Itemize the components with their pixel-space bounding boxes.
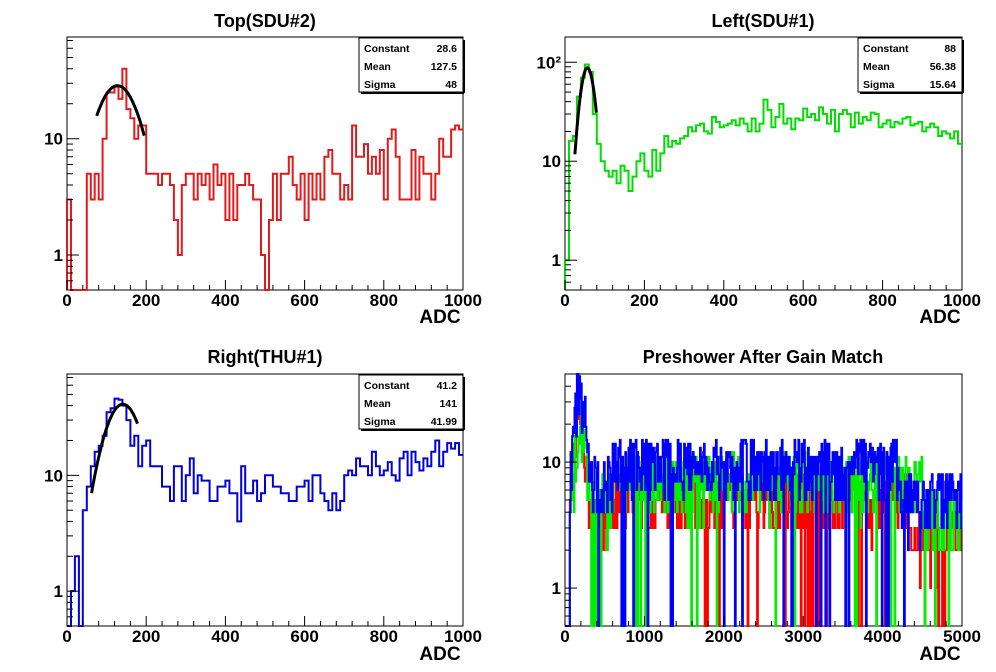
x-tick-label: 400 bbox=[710, 291, 738, 310]
x-tick-label: 1000 bbox=[625, 627, 663, 646]
histogram-series bbox=[67, 397, 463, 627]
x-tick-label: 600 bbox=[290, 627, 318, 646]
histogram-series bbox=[564, 63, 962, 290]
stat-value: 28.6 bbox=[437, 43, 458, 55]
chart-panel-3: Right(THU#1) 0 200 400 600 800 1000 1 10 ADC Const… bbox=[44, 347, 482, 665]
stats-box: Constant 88 Mean 56.38 Sigma 15.64 bbox=[857, 37, 964, 94]
x-tick-label: 2000 bbox=[705, 627, 743, 646]
x-tick-label: 0 bbox=[62, 291, 71, 310]
stat-label: Sigma bbox=[364, 79, 396, 91]
stats-box-frame bbox=[358, 37, 464, 93]
x-tick-label: 800 bbox=[370, 627, 398, 646]
x-tick-label: 600 bbox=[789, 291, 817, 310]
chart-title: Preshower After Gain Match bbox=[643, 347, 883, 367]
gaussian-fit-curve bbox=[90, 402, 139, 494]
stats-box: Constant 41.2 Mean 141 Sigma 41.99 bbox=[358, 374, 465, 431]
x-tick-label: 200 bbox=[132, 291, 160, 310]
y-tick-label: 1 bbox=[552, 579, 561, 598]
x-tick-label: 200 bbox=[630, 291, 658, 310]
x-tick-label: 400 bbox=[211, 627, 239, 646]
y-tick-label: 10 bbox=[542, 152, 561, 171]
stat-label: Constant bbox=[364, 380, 410, 392]
stat-label: Sigma bbox=[863, 79, 895, 91]
plot-frame bbox=[564, 36, 963, 291]
stats-box: Constant 28.6 Mean 127.5 Sigma 48 bbox=[358, 37, 465, 94]
x-axis-label: ADC bbox=[919, 307, 960, 328]
x-tick-label: 1000 bbox=[943, 291, 981, 310]
gaussian-fit-curve bbox=[573, 66, 598, 155]
stat-label: Mean bbox=[364, 398, 391, 410]
y-tick-label: 10 bbox=[44, 466, 63, 485]
stat-value: 41.2 bbox=[437, 380, 458, 392]
x-tick-label: 600 bbox=[290, 291, 318, 310]
x-tick-label: 400 bbox=[211, 291, 239, 310]
stat-value: 141 bbox=[439, 398, 457, 410]
stat-value: 88 bbox=[944, 43, 956, 55]
stat-label: Sigma bbox=[364, 416, 396, 428]
x-axis-label: ADC bbox=[419, 644, 460, 665]
x-tick-label: 0 bbox=[560, 627, 569, 646]
chart-title: Top(SDU#2) bbox=[214, 11, 316, 31]
y-tick-label: 10 bbox=[542, 453, 561, 472]
histogram-series-3 bbox=[565, 373, 963, 627]
x-tick-label: 800 bbox=[868, 291, 896, 310]
stat-label: Mean bbox=[364, 61, 391, 73]
x-tick-label: 0 bbox=[62, 627, 71, 646]
stat-value: 41.99 bbox=[431, 416, 457, 428]
x-tick-label: 200 bbox=[132, 627, 160, 646]
y-tick-label: 10 bbox=[44, 130, 63, 149]
stats-box-frame bbox=[857, 37, 963, 93]
x-tick-label: 1000 bbox=[444, 291, 482, 310]
chart-panel-1: Top(SDU#2) 0 200 400 600 800 1000 1 10 ADC Constan… bbox=[44, 11, 482, 328]
x-axis-label: ADC bbox=[419, 307, 460, 328]
x-tick-label: 5000 bbox=[943, 627, 981, 646]
stat-label: Constant bbox=[364, 43, 410, 55]
x-axis-label: ADC bbox=[919, 644, 960, 665]
stat-label: Constant bbox=[863, 43, 909, 55]
x-tick-label: 1000 bbox=[444, 627, 482, 646]
chart-title: Left(SDU#1) bbox=[711, 11, 814, 31]
stat-value: 127.5 bbox=[431, 61, 457, 73]
y-tick-label: 1 bbox=[552, 251, 561, 270]
x-tick-label: 4000 bbox=[864, 627, 902, 646]
chart-panel-4: Preshower After Gain Match 0 1000 2000 3000 4… bbox=[542, 347, 981, 665]
y-tick-label: 10² bbox=[536, 53, 561, 72]
stat-value: 56.38 bbox=[930, 61, 956, 73]
chart-title: Right(THU#1) bbox=[208, 347, 323, 367]
stat-label: Mean bbox=[863, 61, 890, 73]
x-tick-label: 3000 bbox=[784, 627, 822, 646]
x-tick-label: 800 bbox=[370, 291, 398, 310]
x-tick-label: 0 bbox=[560, 291, 569, 310]
plot-frame bbox=[66, 373, 464, 627]
stats-box-frame bbox=[358, 374, 464, 430]
y-tick-label: 1 bbox=[54, 582, 63, 601]
gaussian-fit-curve bbox=[95, 84, 146, 136]
histogram-series bbox=[66, 67, 463, 291]
y-tick-label: 1 bbox=[54, 246, 63, 265]
stat-value: 15.64 bbox=[930, 79, 956, 91]
stat-value: 48 bbox=[445, 79, 457, 91]
chart-panel-2: Left(SDU#1) 0 200 400 600 800 1000 1 10 10² ADC Con… bbox=[536, 11, 980, 328]
